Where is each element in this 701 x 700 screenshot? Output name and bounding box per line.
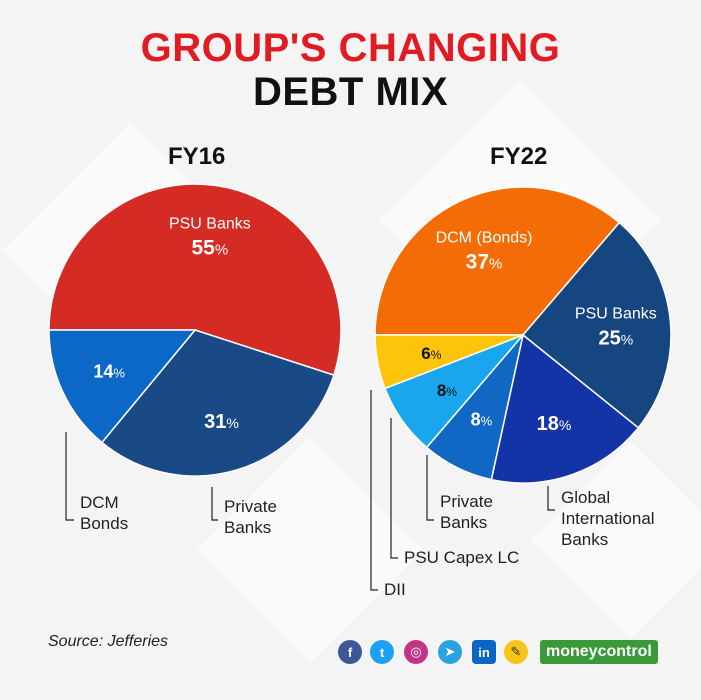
- slice-name-label: PSU Banks: [575, 305, 657, 322]
- pie-slice-fy16-psu-banks: [48, 183, 342, 377]
- leader-line: [426, 455, 434, 521]
- pie-slice-fy22-global-international-banks: [490, 333, 640, 484]
- instagram-icon[interactable]: ◎: [404, 640, 428, 664]
- headline-line-2: DEBT MIX: [252, 70, 449, 114]
- fy16-chart-title: FY16: [168, 143, 226, 170]
- brand-logo: moneycontrol: [540, 640, 658, 664]
- pie-slice-fy16-private-banks: [100, 329, 335, 477]
- pie-slice-fy22-dii: [374, 334, 524, 390]
- headline-line-1: GROUP'S CHANGING: [140, 26, 561, 70]
- twitter-icon[interactable]: t: [370, 640, 394, 664]
- slice-value-label: 31%: [204, 411, 239, 433]
- leader-line: [211, 487, 218, 521]
- telegram-icon[interactable]: ➤: [438, 640, 462, 664]
- leader-line: [547, 486, 555, 511]
- slice-name-label: DCM Bonds: [80, 493, 128, 533]
- leader-line: [370, 390, 378, 591]
- leader-line: [65, 432, 74, 521]
- pie-slice-fy22-psu-banks: [521, 221, 672, 429]
- linkedin-icon[interactable]: in: [472, 640, 496, 664]
- slice-value-label: 37%: [466, 250, 503, 273]
- slice-value-label: 8%: [471, 409, 493, 429]
- slice-value-label: 55%: [191, 236, 228, 259]
- source-note: Source: Jefferies: [48, 633, 169, 650]
- slice-name-label: Global International Banks: [561, 488, 655, 549]
- pie-slice-fy16-dcm-bonds: [48, 329, 197, 444]
- slice-name-label: DII: [384, 580, 406, 599]
- facebook-icon[interactable]: f: [338, 640, 362, 664]
- slice-name-label: PSU Capex LC: [404, 548, 519, 567]
- slice-name-label: PSU Banks: [169, 215, 251, 232]
- slice-name-label: Private Banks: [440, 492, 493, 532]
- slice-value-label: 14%: [93, 361, 125, 381]
- leader-line: [390, 418, 398, 559]
- fy22-chart-title: FY22: [490, 143, 548, 170]
- koo-icon[interactable]: ✎: [504, 640, 528, 664]
- slice-name-label: Private Banks: [224, 497, 277, 537]
- slice-value-label: 8%: [437, 381, 457, 400]
- slice-value-label: 6%: [421, 344, 441, 363]
- slice-value-label: 18%: [537, 413, 572, 435]
- slice-value-label: 25%: [598, 327, 633, 349]
- pie-slice-fy22-dcm-bonds: [374, 186, 621, 336]
- slice-name-label: DCM (Bonds): [436, 229, 533, 246]
